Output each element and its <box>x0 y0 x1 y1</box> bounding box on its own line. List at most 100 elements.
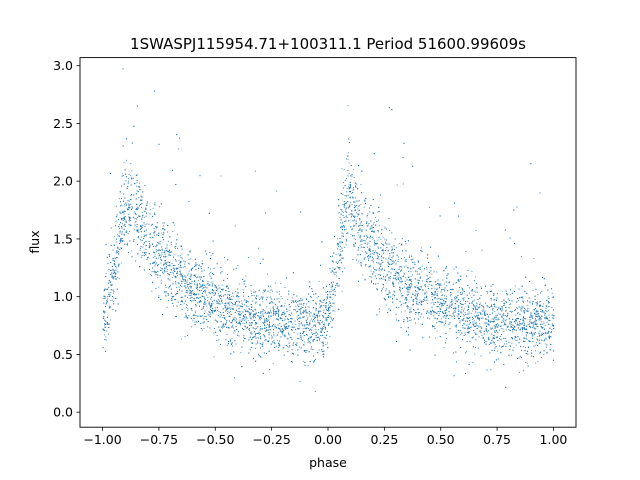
data-point <box>307 341 309 343</box>
data-point <box>475 308 477 310</box>
data-point <box>444 283 446 285</box>
data-point <box>118 235 120 237</box>
data-point <box>354 242 356 244</box>
data-point <box>406 305 408 306</box>
data-point <box>508 303 510 305</box>
data-point <box>398 258 400 260</box>
data-point <box>516 307 518 309</box>
data-point <box>345 210 347 212</box>
data-point <box>180 245 182 247</box>
data-point <box>410 319 412 321</box>
data-point <box>304 331 306 332</box>
data-point <box>504 304 506 306</box>
data-point <box>233 317 235 319</box>
data-point <box>414 261 416 263</box>
data-point <box>511 343 513 345</box>
data-point <box>293 331 295 333</box>
data-point <box>356 216 358 218</box>
data-point <box>362 246 364 248</box>
data-point <box>140 236 142 238</box>
data-point <box>104 312 106 314</box>
data-point <box>282 327 283 329</box>
data-point <box>105 272 107 274</box>
data-point <box>442 312 444 314</box>
data-point <box>307 317 309 319</box>
data-point <box>405 243 407 245</box>
data-point <box>432 315 434 317</box>
data-point <box>136 182 138 184</box>
data-point <box>239 321 241 323</box>
data-point <box>256 323 258 325</box>
data-point <box>480 286 482 288</box>
data-point <box>331 299 333 301</box>
data-point <box>388 230 390 231</box>
data-point <box>418 286 419 288</box>
data-point <box>164 222 165 224</box>
data-point <box>276 313 278 315</box>
data-point <box>157 277 159 278</box>
data-point <box>234 225 236 227</box>
data-point <box>205 303 207 305</box>
data-point <box>243 320 245 321</box>
data-point <box>300 308 302 310</box>
data-point <box>446 337 447 339</box>
data-point <box>103 289 105 291</box>
data-point <box>133 217 135 219</box>
data-point <box>516 339 518 341</box>
data-point <box>437 290 439 292</box>
data-point <box>545 346 547 348</box>
data-point <box>120 240 122 242</box>
data-point <box>512 338 514 340</box>
data-point <box>514 285 516 287</box>
data-point <box>318 349 320 351</box>
data-point <box>319 306 321 308</box>
data-point <box>272 310 274 312</box>
data-point <box>424 293 426 294</box>
data-point <box>426 266 428 268</box>
data-point <box>546 321 548 323</box>
data-point <box>287 338 289 340</box>
data-point <box>529 326 531 327</box>
data-point <box>137 206 139 208</box>
data-point <box>289 336 291 338</box>
data-point <box>513 346 515 348</box>
data-point <box>398 243 400 245</box>
data-point <box>201 263 203 264</box>
data-point <box>515 320 517 322</box>
data-point <box>274 324 276 326</box>
data-point <box>453 296 455 298</box>
data-point <box>464 303 466 305</box>
data-point <box>166 268 168 270</box>
data-point <box>174 248 176 249</box>
data-point <box>355 224 357 226</box>
data-point <box>164 247 166 249</box>
data-point <box>323 322 325 324</box>
data-point <box>418 288 420 290</box>
data-point <box>219 329 221 331</box>
data-point <box>337 282 339 284</box>
data-point <box>255 297 257 299</box>
data-point <box>225 304 227 306</box>
data-point <box>420 267 422 269</box>
data-point <box>249 349 251 351</box>
data-point <box>246 327 248 329</box>
data-point <box>213 299 215 301</box>
data-point <box>462 313 464 315</box>
data-point <box>503 321 504 323</box>
data-point <box>531 321 533 323</box>
data-point <box>154 265 156 267</box>
data-point <box>208 273 210 275</box>
data-point <box>478 347 479 349</box>
data-point <box>136 231 138 233</box>
data-point <box>240 313 242 315</box>
data-point <box>250 317 252 319</box>
data-point <box>190 283 192 284</box>
data-point <box>115 220 117 222</box>
data-point <box>506 326 508 328</box>
data-point <box>127 177 129 179</box>
data-point <box>255 328 256 330</box>
data-point <box>161 267 163 269</box>
data-point <box>136 208 138 210</box>
data-point <box>476 334 478 336</box>
data-point <box>367 246 368 248</box>
